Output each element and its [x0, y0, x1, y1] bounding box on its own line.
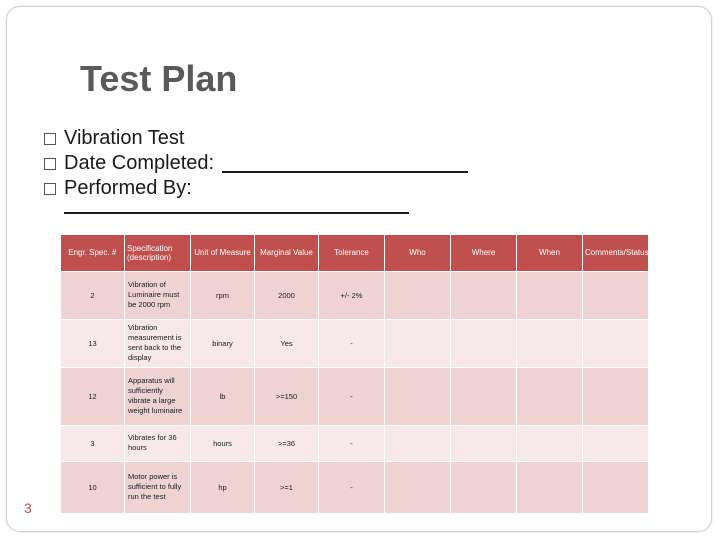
header-when: When: [516, 235, 583, 271]
cell-spec: 10: [60, 460, 125, 514]
cell-where: [450, 270, 517, 320]
bullet-vibration-test: Vibration Test: [44, 126, 644, 151]
table-header-row: Engr. Spec. # Specification (description…: [60, 235, 649, 271]
bullet-list: Vibration Test Date Completed: Performed…: [44, 126, 644, 201]
page-number: 3: [24, 500, 32, 516]
cell-unit: binary: [190, 318, 255, 368]
cell-unit: hp: [190, 460, 255, 514]
bullet-date-completed: Date Completed:: [44, 151, 644, 176]
cell-comments: [582, 270, 649, 320]
header-who: Who: [384, 235, 451, 271]
cell-when: [516, 318, 583, 368]
cell-when: [516, 460, 583, 514]
cell-unit: hours: [190, 424, 255, 462]
checkbox-bullet-icon: [44, 157, 56, 170]
cell-when: [516, 270, 583, 320]
header-unit: Unit of Measure: [190, 235, 255, 271]
cell-when: [516, 366, 583, 426]
cell-spec: 3: [60, 424, 125, 462]
cell-tolerance: +/- 2%: [318, 270, 385, 320]
table-row: 2 Vibration of Luminaire must be 2000 rp…: [60, 270, 649, 320]
checkbox-bullet-icon: [44, 182, 56, 195]
test-plan-table: Engr. Spec. # Specification (description…: [60, 235, 649, 514]
cell-desc: Motor power is sufficient to fully run t…: [124, 460, 191, 514]
cell-unit: rpm: [190, 270, 255, 320]
cell-tolerance: -: [318, 366, 385, 426]
cell-tolerance: -: [318, 460, 385, 514]
slide-title: Test Plan: [80, 58, 238, 99]
bullet-text: Date Completed:: [64, 152, 215, 174]
cell-tolerance: -: [318, 424, 385, 462]
cell-comments: [582, 318, 649, 368]
cell-who: [384, 318, 451, 368]
cell-where: [450, 318, 517, 368]
cell-marginal: >=1: [254, 460, 319, 514]
table-row: 3 Vibrates for 36 hours hours >=36 -: [60, 424, 649, 462]
cell-marginal: Yes: [254, 318, 319, 368]
cell-marginal: 2000: [254, 270, 319, 320]
cell-where: [450, 366, 517, 426]
table-row: 13 Vibration measurement is sent back to…: [60, 318, 649, 368]
cell-comments: [582, 424, 649, 462]
cell-desc: Vibration of Luminaire must be 2000 rpm: [124, 270, 191, 320]
bullet-text: Vibration Test: [64, 127, 185, 149]
cell-unit: lb: [190, 366, 255, 426]
cell-desc: Vibration measurement is sent back to th…: [124, 318, 191, 368]
bullet-text: Performed By:: [64, 177, 192, 199]
cell-comments: [582, 460, 649, 514]
bullet-performed-by: Performed By:: [44, 176, 644, 201]
header-specification: Specification (description): [124, 235, 191, 271]
cell-desc: Vibrates for 36 hours: [124, 424, 191, 462]
cell-spec: 12: [60, 366, 125, 426]
performed-by-blank: [64, 212, 409, 214]
date-completed-blank: [222, 155, 469, 173]
header-marginal-value: Marginal Value: [254, 235, 319, 271]
header-tolerance: Tolerance: [318, 235, 385, 271]
cell-who: [384, 270, 451, 320]
cell-comments: [582, 366, 649, 426]
cell-who: [384, 424, 451, 462]
cell-where: [450, 424, 517, 462]
checkbox-bullet-icon: [44, 132, 56, 145]
cell-spec: 13: [60, 318, 125, 368]
header-spec-number: Engr. Spec. #: [60, 235, 125, 271]
cell-when: [516, 424, 583, 462]
cell-spec: 2: [60, 270, 125, 320]
cell-who: [384, 460, 451, 514]
header-comments: Comments/Status: [582, 235, 649, 271]
cell-marginal: >=36: [254, 424, 319, 462]
header-where: Where: [450, 235, 517, 271]
cell-desc: Apparatus will sufficiently vibrate a la…: [124, 366, 191, 426]
table-row: 10 Motor power is sufficient to fully ru…: [60, 460, 649, 514]
cell-where: [450, 460, 517, 514]
slide-frame: [6, 6, 712, 532]
cell-tolerance: -: [318, 318, 385, 368]
cell-who: [384, 366, 451, 426]
table-row: 12 Apparatus will sufficiently vibrate a…: [60, 366, 649, 426]
cell-marginal: >=150: [254, 366, 319, 426]
